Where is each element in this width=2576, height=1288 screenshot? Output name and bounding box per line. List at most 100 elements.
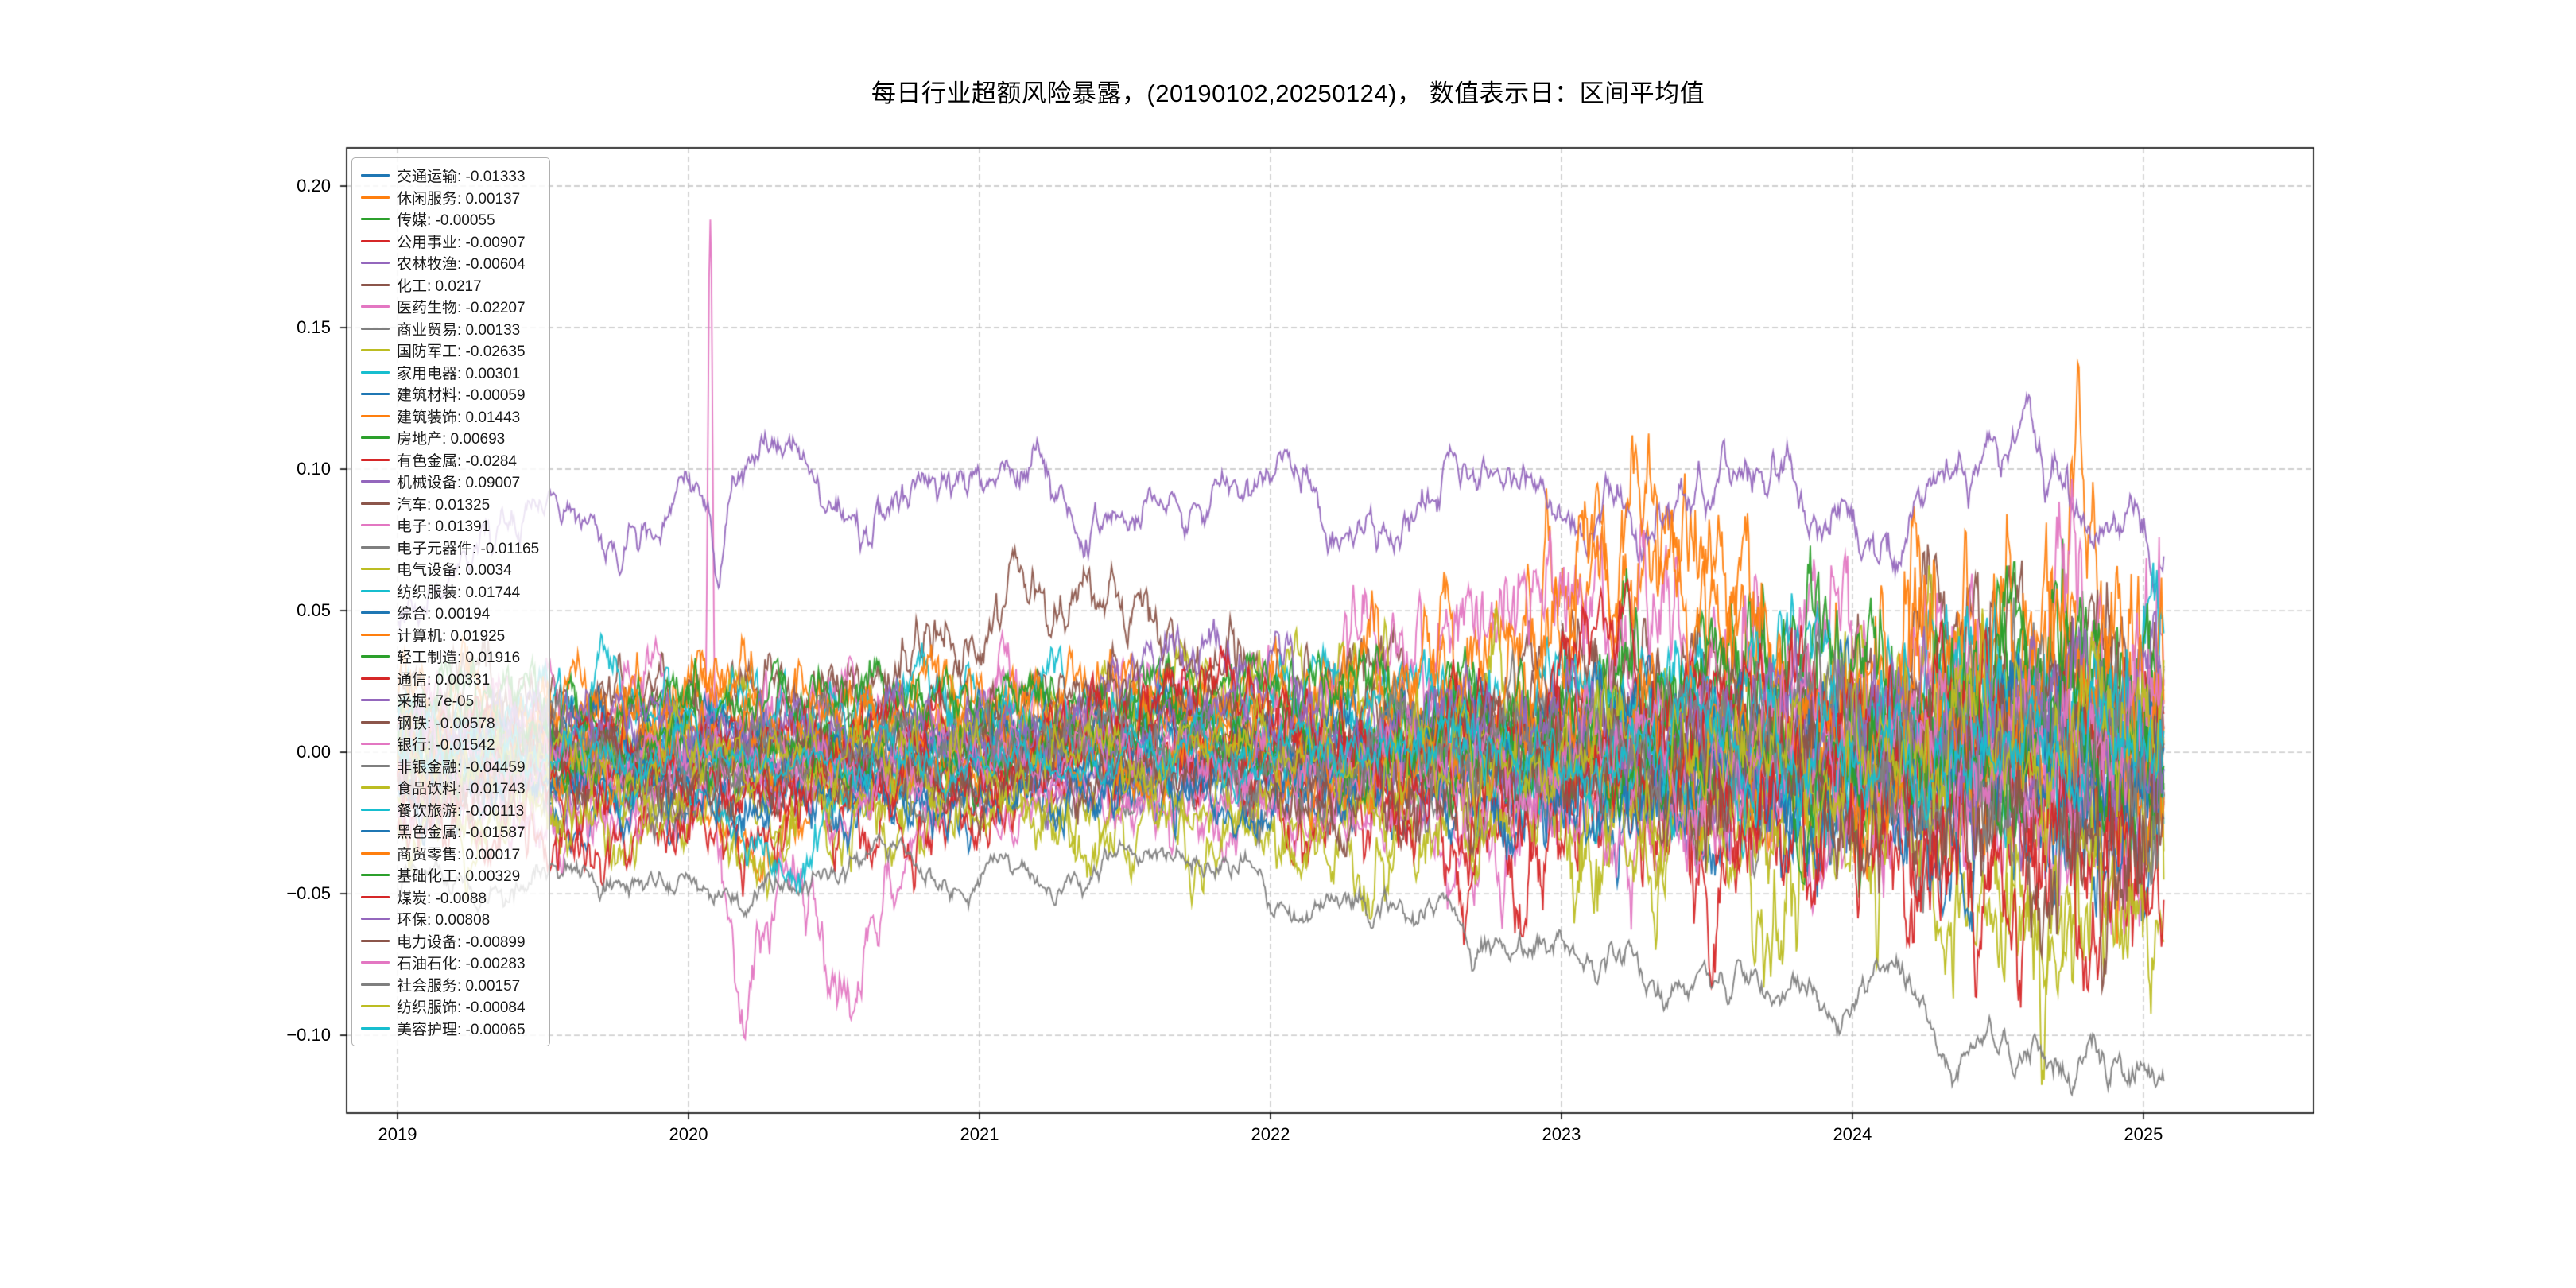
x-tick-label: 2021 bbox=[960, 1124, 999, 1144]
x-tick-label: 2020 bbox=[669, 1124, 708, 1144]
x-tick-label: 2023 bbox=[1542, 1124, 1581, 1144]
legend-label: 非银金融: -0.04459 bbox=[397, 758, 526, 776]
legend-line-swatch bbox=[361, 196, 390, 199]
legend-item: 房地产: 0.00693 bbox=[361, 427, 539, 449]
legend-line-swatch bbox=[361, 458, 390, 461]
legend-line-swatch bbox=[361, 918, 390, 921]
legend-label: 纺织服装: 0.01744 bbox=[397, 584, 521, 601]
legend-label: 家用电器: 0.00301 bbox=[397, 365, 521, 382]
chart-title: 每日行业超额风险暴露，(20190102,20250124)， 数值表示日：区间… bbox=[871, 80, 1705, 107]
legend-line-swatch bbox=[361, 480, 390, 483]
y-tick-label: 0.05 bbox=[297, 600, 331, 621]
legend-label: 建筑材料: -0.00059 bbox=[397, 387, 526, 405]
legend-label: 电子: 0.01391 bbox=[397, 518, 491, 536]
legend-label: 银行: -0.01542 bbox=[397, 737, 495, 755]
legend-line-swatch bbox=[361, 939, 390, 942]
legend-label: 机械设备: 0.09007 bbox=[397, 475, 521, 492]
legend-line-swatch bbox=[361, 305, 390, 308]
legend-label: 基础化工: 0.00329 bbox=[397, 868, 521, 886]
legend-label: 房地产: 0.00693 bbox=[397, 431, 506, 448]
legend-line-swatch bbox=[361, 414, 390, 417]
legend-item: 银行: -0.01542 bbox=[361, 733, 539, 755]
legend-label: 食品饮料: -0.01743 bbox=[397, 781, 526, 798]
legend-item: 环保: 0.00808 bbox=[361, 908, 539, 930]
legend-item: 电子: 0.01391 bbox=[361, 514, 539, 537]
legend-item: 食品饮料: -0.01743 bbox=[361, 777, 539, 799]
legend-item: 建筑装饰: 0.01443 bbox=[361, 405, 539, 428]
legend-label: 有色金属: -0.0284 bbox=[397, 452, 517, 470]
legend-item: 通信: 0.00331 bbox=[361, 668, 539, 690]
legend-item: 电子元器件: -0.01165 bbox=[361, 537, 539, 559]
legend-label: 商业贸易: 0.00133 bbox=[397, 321, 521, 339]
legend-line-swatch bbox=[361, 524, 390, 527]
legend-line-swatch bbox=[361, 545, 390, 549]
legend-item: 电气设备: 0.0034 bbox=[361, 558, 539, 580]
legend-item: 农林牧渔: -0.00604 bbox=[361, 252, 539, 274]
legend-label: 商贸零售: 0.00017 bbox=[397, 846, 521, 863]
legend-line-swatch bbox=[361, 764, 390, 767]
legend-line-swatch bbox=[361, 370, 390, 374]
legend-line-swatch bbox=[361, 808, 390, 811]
legend-label: 综合: 0.00194 bbox=[397, 606, 491, 623]
legend-line-swatch bbox=[361, 283, 390, 286]
legend-line-swatch bbox=[361, 961, 390, 964]
legend-label: 煤炭: -0.0088 bbox=[397, 890, 487, 907]
legend-item: 医药生物: -0.02207 bbox=[361, 296, 539, 318]
legend-label: 采掘: 7e-05 bbox=[397, 693, 475, 711]
legend-line-swatch bbox=[361, 786, 390, 789]
legend-label: 医药生物: -0.02207 bbox=[397, 300, 526, 317]
legend-line-swatch bbox=[361, 393, 390, 396]
y-tick-label: −0.05 bbox=[286, 883, 331, 904]
legend-item: 汽车: 0.01325 bbox=[361, 493, 539, 515]
y-tick-label: 0.10 bbox=[297, 459, 331, 479]
legend-label: 轻工制造: 0.01916 bbox=[397, 650, 521, 667]
legend-label: 石油石化: -0.00283 bbox=[397, 956, 526, 973]
legend-label: 建筑装饰: 0.01443 bbox=[397, 409, 521, 426]
legend-item: 基础化工: 0.00329 bbox=[361, 864, 539, 886]
legend-label: 公用事业: -0.00907 bbox=[397, 234, 526, 251]
legend-item: 机械设备: 0.09007 bbox=[361, 471, 539, 493]
legend-item: 黑色金属: -0.01587 bbox=[361, 821, 539, 843]
legend-line-swatch bbox=[361, 895, 390, 898]
legend-item: 钢铁: -0.00578 bbox=[361, 712, 539, 734]
legend-label: 电气设备: 0.0034 bbox=[397, 562, 512, 580]
legend-item: 家用电器: 0.00301 bbox=[361, 362, 539, 384]
legend-line-swatch bbox=[361, 174, 390, 177]
legend-item: 商贸零售: 0.00017 bbox=[361, 843, 539, 865]
legend-item: 公用事业: -0.00907 bbox=[361, 231, 539, 253]
legend-item: 综合: 0.00194 bbox=[361, 602, 539, 624]
legend-line-swatch bbox=[361, 262, 390, 265]
legend-item: 纺织服装: 0.01744 bbox=[361, 580, 539, 603]
legend-label: 通信: 0.00331 bbox=[397, 671, 491, 689]
legend-label: 计算机: 0.01925 bbox=[397, 627, 506, 645]
legend-line-swatch bbox=[361, 1026, 390, 1030]
legend-line-swatch bbox=[361, 589, 390, 592]
legend-item: 社会服务: 0.00157 bbox=[361, 974, 539, 996]
legend-line-swatch bbox=[361, 349, 390, 352]
legend-line-swatch bbox=[361, 743, 390, 746]
legend-item: 电力设备: -0.00899 bbox=[361, 930, 539, 952]
legend-line-swatch bbox=[361, 633, 390, 636]
legend-item: 美容护理: -0.00065 bbox=[361, 1018, 539, 1040]
legend-label: 环保: 0.00808 bbox=[397, 912, 491, 929]
legend-label: 国防军工: -0.02635 bbox=[397, 343, 526, 361]
legend-line-swatch bbox=[361, 874, 390, 877]
legend-line-swatch bbox=[361, 218, 390, 221]
legend-line-swatch bbox=[361, 677, 390, 680]
legend-item: 化工: 0.0217 bbox=[361, 274, 539, 297]
legend-line-swatch bbox=[361, 830, 390, 833]
y-tick-label: 0.00 bbox=[297, 742, 331, 762]
legend-label: 传媒: -0.00055 bbox=[397, 212, 495, 230]
legend-label: 化工: 0.0217 bbox=[397, 277, 482, 295]
legend-label: 纺织服饰: -0.00084 bbox=[397, 999, 526, 1017]
legend-item: 轻工制造: 0.01916 bbox=[361, 646, 539, 668]
y-tick-label: 0.15 bbox=[297, 317, 331, 338]
x-tick-label: 2025 bbox=[2124, 1124, 2163, 1144]
legend-label: 电子元器件: -0.01165 bbox=[397, 540, 540, 557]
y-tick-label: 0.20 bbox=[297, 176, 331, 196]
x-tick-label: 2024 bbox=[1833, 1124, 1872, 1144]
legend-label: 农林牧渔: -0.00604 bbox=[397, 256, 526, 274]
legend-line-swatch bbox=[361, 502, 390, 505]
legend-item: 交通运输: -0.01333 bbox=[361, 165, 539, 187]
